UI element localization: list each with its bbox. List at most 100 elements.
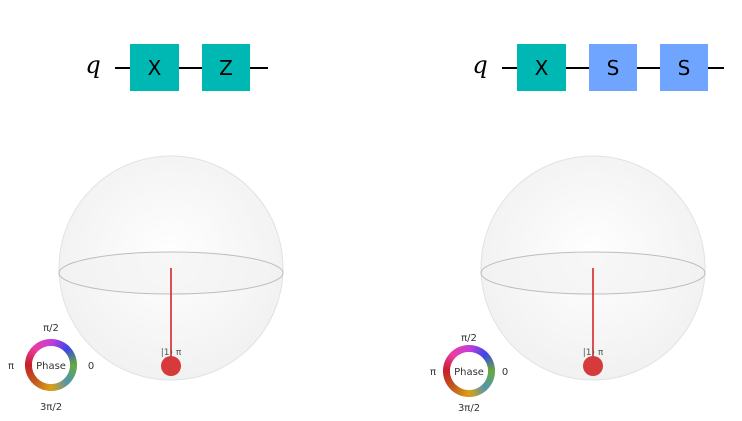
- phase-ring-segment: [27, 372, 35, 379]
- phase-ring-segment: [37, 341, 44, 349]
- phase-ring-segment: [486, 360, 494, 366]
- phase-ring-segment: [484, 380, 492, 387]
- phase-ring-segment: [26, 354, 34, 360]
- gate-label: Z: [219, 56, 233, 80]
- phase-ring-segment: [64, 347, 73, 354]
- phase-ring-segment: [58, 341, 64, 349]
- phase-ring-segment: [479, 349, 487, 357]
- state-label: |1⟩ π: [161, 348, 182, 358]
- phase-wheel-right: Phase π/2 π 0 3π/2: [430, 333, 508, 414]
- gate-z[interactable]: Z: [202, 44, 250, 91]
- phase-ring-segment: [466, 389, 470, 397]
- gate-s-1[interactable]: S: [589, 44, 637, 91]
- phase-ring-hole: [450, 352, 488, 390]
- phase-ring-segment: [69, 366, 77, 371]
- phase-ring-segment: [45, 383, 50, 391]
- phase-ring-segment: [487, 365, 495, 370]
- phase-ring: [25, 339, 77, 391]
- gate-label: X: [535, 56, 549, 80]
- phase-ring-segment: [447, 353, 455, 361]
- phase-ring-segment: [468, 345, 472, 353]
- state-label: |1⟩ π: [583, 348, 604, 358]
- phase-ring-segment: [67, 372, 75, 378]
- phase-ring-segment: [458, 346, 464, 354]
- phase-ring-segment: [60, 342, 67, 350]
- phase-left-label: π: [430, 367, 436, 378]
- phase-ring-segment: [38, 381, 44, 389]
- phase-ring-hole: [32, 346, 70, 384]
- phase-ring-segment: [25, 368, 34, 374]
- phase-ring-segment: [28, 349, 36, 356]
- phase-ring-segment: [483, 381, 491, 389]
- phase-right-label: 0: [502, 367, 508, 378]
- phase-ring-segment: [480, 384, 487, 393]
- circuit-right: q X S S: [472, 44, 724, 91]
- phase-ring-segment: [446, 355, 454, 362]
- phase-center-label: Phase: [36, 361, 66, 372]
- phase-ring-segment: [33, 379, 41, 387]
- phase-ring-segment: [29, 376, 38, 383]
- phase-ring-segment: [26, 370, 34, 376]
- phase-wheel-left: Phase π/2 π 0 3π/2: [8, 323, 94, 413]
- phase-top-label: π/2: [43, 323, 59, 334]
- phase-ring-segment: [484, 355, 492, 362]
- phase-ring-segment: [486, 362, 495, 368]
- phase-ring-segment: [31, 377, 39, 385]
- phase-ring-segment: [54, 382, 60, 391]
- phase-ring-segment: [443, 365, 451, 370]
- phase-ring-segment: [458, 388, 464, 396]
- phase-ring-segment: [456, 387, 462, 395]
- phase-ring-segment: [472, 388, 478, 397]
- phase-ring-segment: [474, 388, 480, 396]
- phase-ring-segment: [45, 339, 50, 347]
- phase-ring-segment: [481, 383, 489, 391]
- right-panel: q X S S |1⟩ π: [430, 44, 724, 414]
- phase-ring-segment: [33, 343, 40, 352]
- phase-ring-segment: [68, 370, 76, 376]
- phase-ring-segment: [445, 358, 453, 364]
- phase-ring-segment: [61, 343, 69, 351]
- gate-s-2[interactable]: S: [660, 44, 708, 91]
- phase-ring-segment: [48, 383, 52, 391]
- phase-bottom-label: 3π/2: [40, 402, 62, 413]
- phase-ring-segment: [487, 372, 495, 377]
- phase-ring-segment: [453, 386, 460, 394]
- phase-ring-segment: [52, 383, 57, 391]
- phase-ring-segment: [31, 345, 39, 353]
- phase-ring-segment: [443, 372, 451, 377]
- gate-label: S: [678, 56, 691, 80]
- gate-x[interactable]: X: [517, 44, 566, 91]
- phase-ring-segment: [67, 351, 75, 358]
- phase-ring-segment: [63, 345, 71, 353]
- phase-ring-segment: [25, 362, 33, 366]
- phase-ring-segment: [66, 374, 74, 381]
- phase-ring-segment: [58, 381, 65, 389]
- phase-ring-segment: [443, 368, 451, 372]
- gate-x[interactable]: X: [130, 44, 179, 91]
- phase-ring-segment: [481, 351, 489, 359]
- phase-ring-segment: [449, 351, 457, 359]
- gate-label: X: [148, 56, 162, 80]
- phase-ring-segment: [485, 378, 493, 384]
- bloch-sphere-right: |1⟩ π: [480, 155, 706, 381]
- phase-ring-segment: [52, 339, 57, 347]
- phase-ring-segment: [25, 366, 33, 371]
- left-panel: q X Z |1⟩ π Phase π/2 π 0: [8, 44, 284, 413]
- phase-ring-segment: [66, 349, 74, 356]
- state-point: [583, 356, 603, 376]
- phase-ring-segment: [478, 386, 485, 394]
- phase-ring-segment: [56, 340, 62, 348]
- phase-bottom-label: 3π/2: [458, 403, 480, 414]
- phase-ring-segment: [486, 376, 494, 382]
- phase-ring-segment: [28, 374, 36, 381]
- phase-ring-segment: [69, 359, 77, 364]
- state-point: [161, 356, 181, 376]
- phase-ring-segment: [65, 375, 73, 383]
- phase-ring-segment: [68, 354, 76, 360]
- phase-ring-segment: [68, 356, 77, 362]
- phase-ring-segment: [445, 378, 453, 385]
- phase-ring-segment: [474, 346, 480, 354]
- phase-center-label: Phase: [454, 367, 484, 378]
- qubit-label: q: [85, 51, 100, 79]
- phase-left-label: π: [8, 361, 14, 372]
